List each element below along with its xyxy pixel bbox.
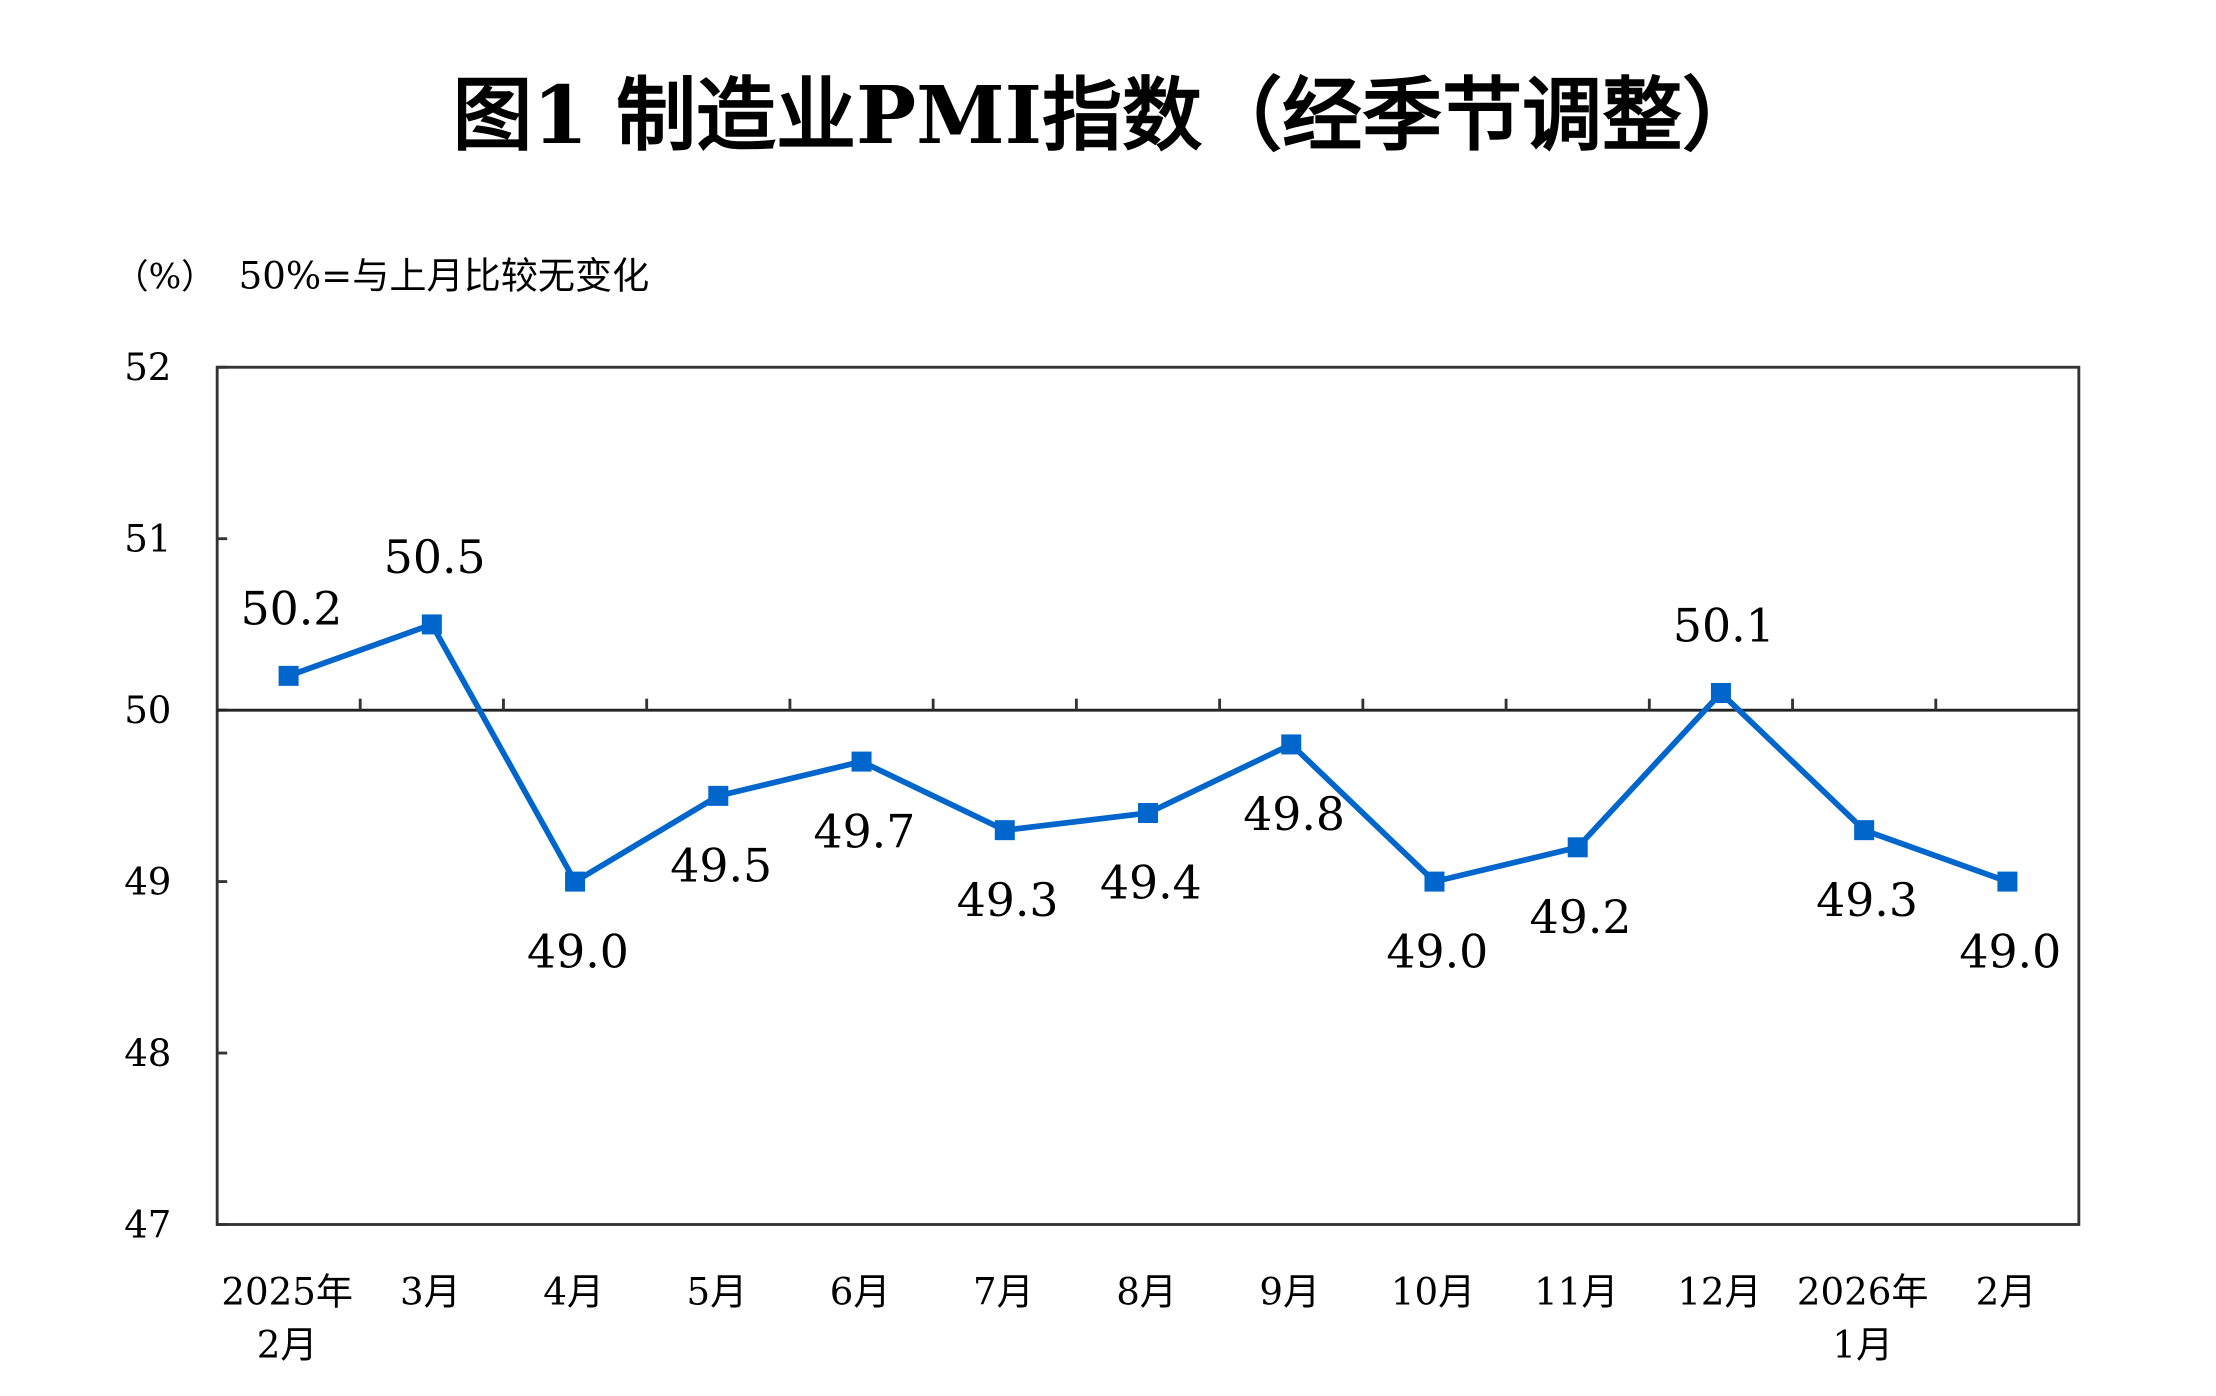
data-point-marker [1567, 837, 1588, 858]
x-tick-label: 9月 [1259, 1271, 1320, 1314]
x-tick-label: 12月 [1677, 1271, 1761, 1314]
x-tick-label: 5月 [687, 1271, 748, 1314]
data-point-marker [421, 614, 442, 635]
x-tick-label: 6月 [830, 1271, 891, 1314]
y-tick-label: 52 [124, 346, 171, 389]
x-tick-label: 10月 [1391, 1271, 1475, 1314]
data-label: 49.0 [527, 925, 629, 978]
data-label: 49.8 [1243, 788, 1345, 841]
y-tick-label: 51 [124, 518, 171, 561]
data-point-marker [708, 785, 729, 806]
data-label: 49.5 [670, 840, 772, 893]
data-label: 50.2 [241, 582, 343, 635]
x-tick-label: 8月 [1116, 1271, 1177, 1314]
data-label: 49.0 [1959, 925, 2061, 978]
x-tick-label: 1月 [1832, 1323, 1893, 1366]
y-tick-label: 48 [124, 1032, 171, 1075]
data-point-marker [851, 751, 872, 772]
data-point-marker [1424, 871, 1445, 892]
x-tick-label: 11月 [1534, 1271, 1618, 1314]
x-tick-label: 7月 [973, 1271, 1034, 1314]
data-label: 50.5 [384, 531, 486, 584]
data-point-marker [1710, 682, 1731, 704]
data-point-marker [278, 665, 299, 686]
y-unit-label: （%） [114, 258, 215, 298]
y-tick-label: 50 [124, 689, 171, 732]
data-point-marker [1997, 871, 2018, 892]
x-tick-label: 2月 [257, 1323, 318, 1366]
data-label: 49.3 [957, 874, 1059, 927]
data-label: 49.2 [1530, 891, 1632, 944]
data-point-marker [1138, 803, 1159, 824]
reference-note: 50%=与上月比较无变化 [239, 255, 650, 298]
data-point-marker [565, 871, 586, 892]
pmi-series-line [287, 621, 2009, 885]
data-point-marker [994, 820, 1015, 841]
x-tick-label: 2月 [1976, 1271, 2037, 1314]
y-tick-label: 49 [124, 860, 171, 903]
data-label: 49.3 [1816, 874, 1918, 927]
data-point-marker [1281, 734, 1302, 755]
y-tick-label: 47 [124, 1203, 171, 1246]
x-tick-label: 4月 [543, 1271, 604, 1314]
data-label: 49.7 [813, 805, 915, 858]
x-tick-label: 2025年 [221, 1271, 353, 1314]
data-label: 49.4 [1100, 857, 1202, 910]
chart-title: 图1 制造业PMI指数（经季节调整） [452, 68, 1762, 162]
data-label: 49.0 [1386, 925, 1488, 978]
x-tick-label: 3月 [400, 1271, 461, 1314]
data-label: 50.1 [1673, 600, 1775, 653]
x-tick-label: 2026年 [1797, 1271, 1929, 1314]
plot-frame [215, 365, 2081, 1226]
data-point-marker [1854, 820, 1875, 841]
